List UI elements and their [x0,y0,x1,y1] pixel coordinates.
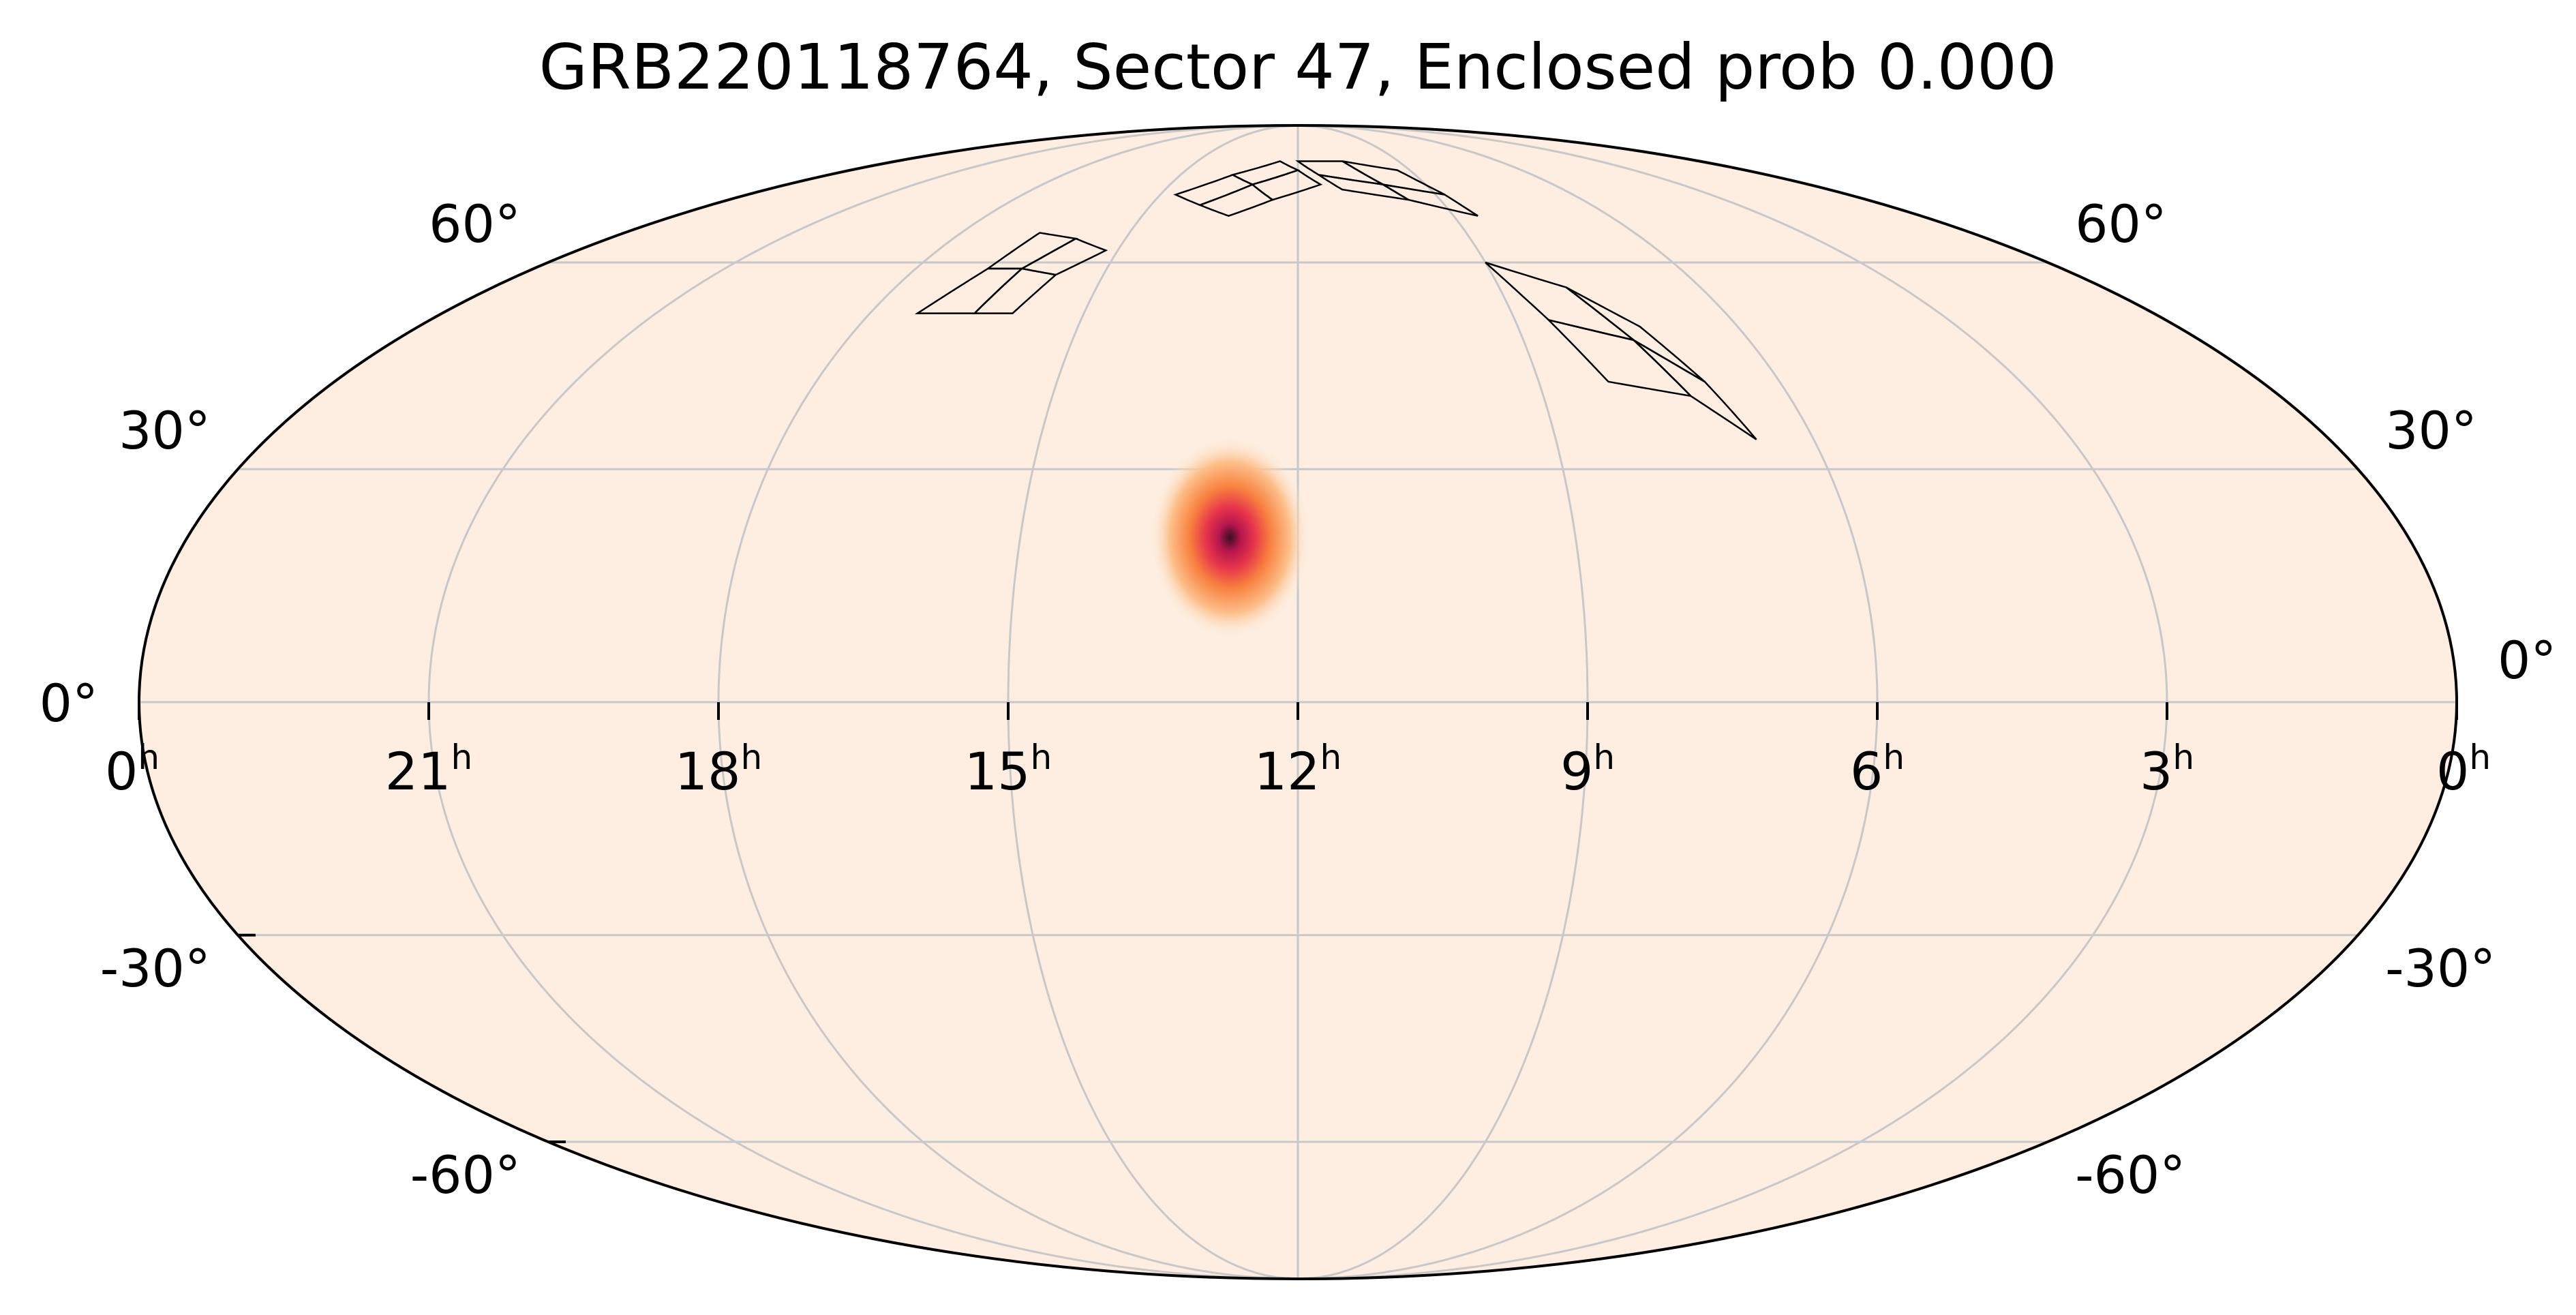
probability-region [1149,436,1311,639]
ra-tick-label: 3h [2140,738,2194,802]
ccd-outline [1382,183,1479,217]
ra-tick-hours: 12 [1254,741,1320,802]
ra-tick-hours: 0 [105,741,138,802]
ra-tick-hours: 3 [2140,741,2172,802]
ra-tick-label: 21h [385,738,472,802]
dec-tick-label-left: 30° [119,400,211,461]
ra-tick-label: 6h [1850,738,1905,802]
dec-tick-label-left: 0° [40,673,98,734]
ra-tick-unit: h [1883,738,1905,777]
dec-tick-label-left: 60° [429,194,521,254]
ra-tick-unit: h [741,738,763,777]
ra-tick-hours: 15 [965,741,1031,802]
chart-title: GRB220118764, Sector 47, Enclosed prob 0… [539,31,2057,104]
ra-tick-unit: h [138,738,160,777]
dec-tick-label-right: -60° [2075,1145,2185,1205]
ra-tick-unit: h [2469,738,2491,777]
ccd-outline [1250,169,1323,201]
dec-tick-label-right: 60° [2075,194,2167,254]
ccd-outline [1633,339,1757,440]
ra-tick-unit: h [1320,738,1342,777]
dec-ticks: 60° 30° 0° -30° -60° 60° 30° 0° -30° -60° [40,194,2557,1205]
dec-tick-label-left: -30° [100,938,211,999]
dec-tick-label-right: 30° [2385,400,2477,461]
ra-tick-label: 12h [1254,738,1342,802]
ra-tick-hours: 0 [2436,741,2469,802]
sector-footprint [914,160,1757,440]
ra-tick-hours: 18 [675,741,741,802]
ra-ticks: 0h 21h 18h 15h 12h 9h 6h 3h 0h [105,702,2491,802]
ra-tick-hours: 9 [1560,741,1593,802]
ra-tick-label: 9h [1560,738,1615,802]
dec-tick-label-right: 0° [2498,630,2556,691]
ra-tick-unit: h [2172,738,2194,777]
ra-tick-unit: h [1593,738,1615,777]
dec-tick-label-right: -30° [2385,938,2496,999]
ra-tick-unit: h [451,738,473,777]
probability-blob [1149,436,1311,639]
ra-tick-label: 0h [2436,738,2491,802]
ra-tick-label: 15h [965,738,1052,802]
ra-tick-label: 0h [105,738,160,802]
ra-tick-unit: h [1031,738,1052,777]
ra-tick-label: 18h [675,738,762,802]
ra-tick-hours: 6 [1850,741,1883,802]
ccd-outline [1019,237,1108,276]
ra-tick-hours: 21 [385,741,451,802]
dec-tick-label-left: -60° [410,1145,521,1205]
